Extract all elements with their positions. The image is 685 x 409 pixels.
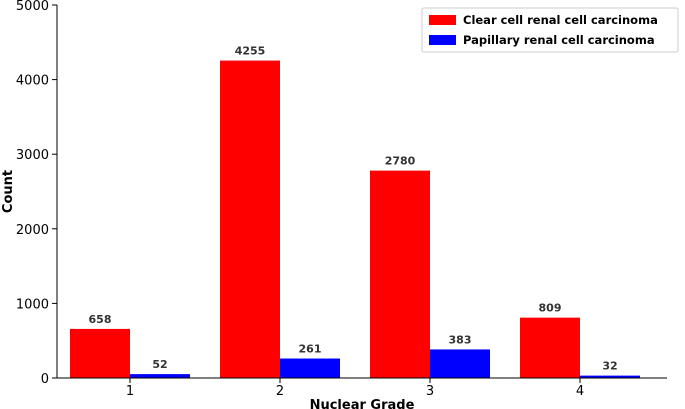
data-label: 658 xyxy=(89,313,112,326)
bar-papillary-grade-3 xyxy=(430,349,490,378)
legend-label: Papillary renal cell carcinoma xyxy=(463,33,655,47)
y-tick-label: 4000 xyxy=(16,74,49,89)
bar-papillary-grade-4 xyxy=(580,375,640,378)
data-labels-layer: 658 52 4255 261 2780 383 809 32 xyxy=(89,45,618,373)
bars-layer xyxy=(70,60,640,379)
data-label: 261 xyxy=(299,343,322,356)
y-axis-title: Count xyxy=(1,170,16,213)
x-tick-label: 2 xyxy=(276,384,284,399)
data-label: 4255 xyxy=(235,45,266,58)
legend: Clear cell renal cell carcinoma Papillary… xyxy=(421,7,679,53)
y-tick-label: 5000 xyxy=(16,0,49,14)
bar-clear-cell-grade-1 xyxy=(70,328,130,378)
data-label: 383 xyxy=(449,333,472,346)
bar-clear-cell-grade-2 xyxy=(220,60,280,379)
y-tick-label: 3000 xyxy=(16,148,49,163)
bar-clear-cell-grade-3 xyxy=(370,170,430,378)
x-tick-label: 4 xyxy=(576,384,584,399)
legend-swatch xyxy=(429,35,456,45)
axes-layer: 0 1000 2000 3000 4000 5000 1 2 3 4 xyxy=(16,0,667,399)
data-label: 52 xyxy=(152,358,167,371)
bar-papillary-grade-1 xyxy=(130,374,190,378)
bar-papillary-grade-2 xyxy=(280,358,340,378)
y-tick-label: 2000 xyxy=(16,223,49,238)
y-tick-label: 0 xyxy=(41,372,49,387)
data-label: 2780 xyxy=(385,155,416,168)
x-tick-label: 1 xyxy=(126,384,134,399)
bar-clear-cell-grade-4 xyxy=(520,317,580,378)
legend-swatch xyxy=(429,15,456,25)
legend-frame xyxy=(421,7,679,53)
y-tick-label: 1000 xyxy=(16,297,49,312)
legend-label: Clear cell renal cell carcinoma xyxy=(463,13,658,27)
data-label: 32 xyxy=(602,360,617,373)
x-axis-title: Nuclear Grade xyxy=(310,398,415,409)
x-tick-label: 3 xyxy=(426,384,434,399)
data-label: 809 xyxy=(539,302,562,315)
